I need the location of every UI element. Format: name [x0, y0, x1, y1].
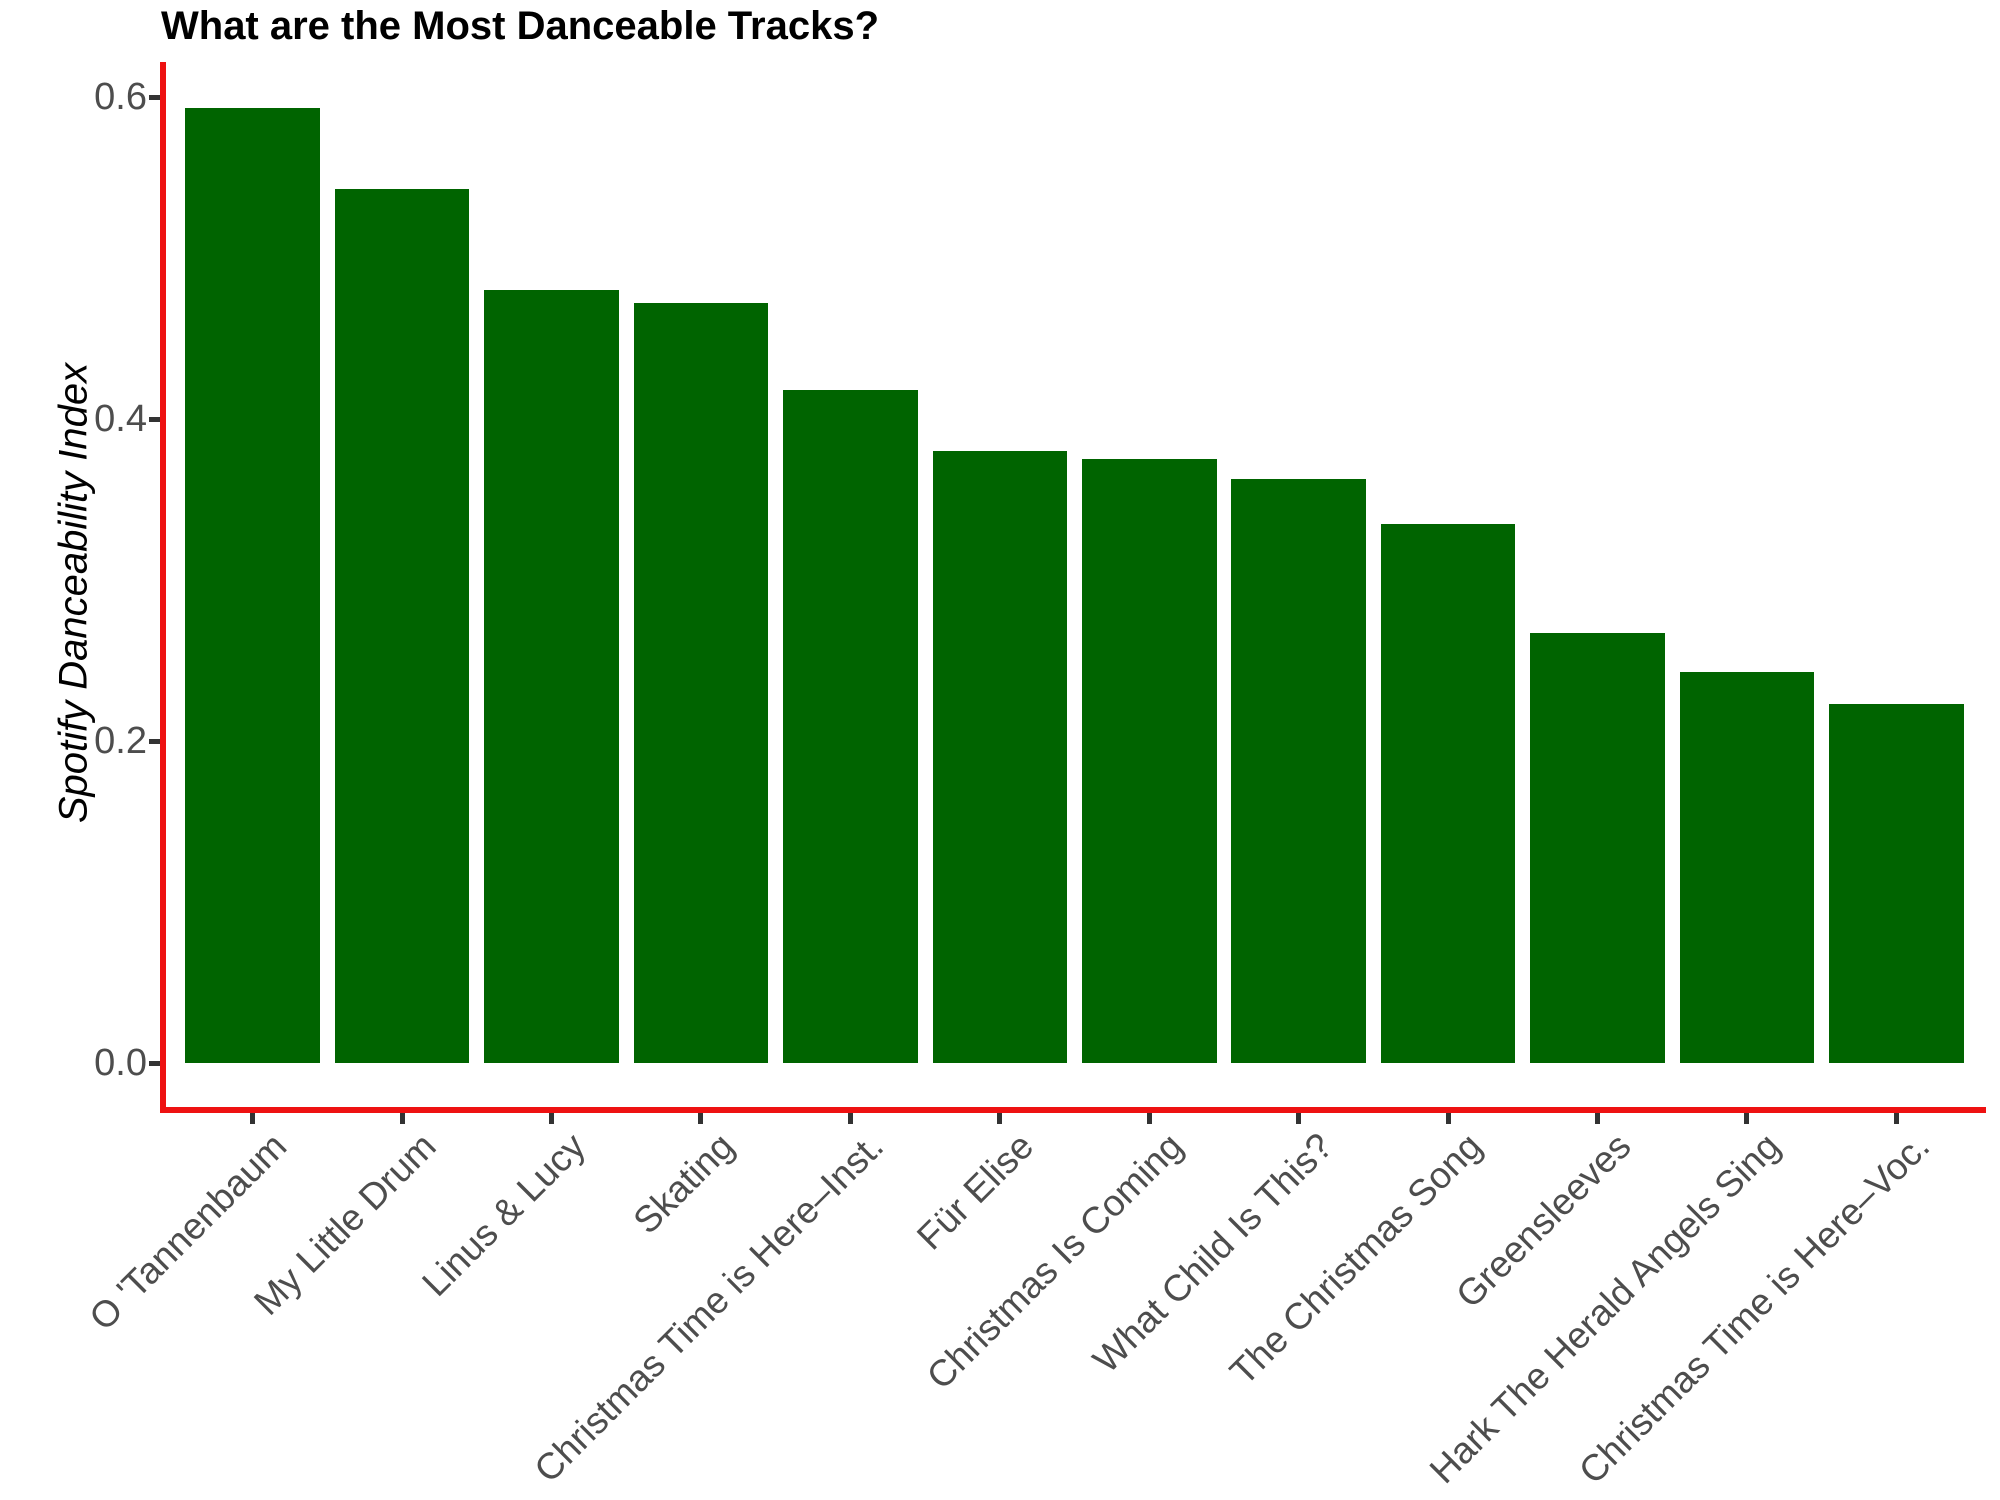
- x-tick-mark: [399, 1113, 405, 1124]
- x-tick-mark: [1595, 1113, 1600, 1124]
- x-tick-mark: [847, 1113, 853, 1124]
- bar: [783, 390, 918, 1063]
- y-axis-line: [160, 62, 166, 1113]
- bar: [1530, 633, 1665, 1063]
- x-tick-mark: [549, 1113, 554, 1124]
- x-tick-mark: [250, 1113, 256, 1124]
- bar: [1231, 478, 1366, 1063]
- bar: [484, 290, 619, 1063]
- bar: [1679, 671, 1815, 1063]
- y-tick-mark: [149, 416, 160, 422]
- x-tick-mark: [1744, 1113, 1750, 1124]
- y-tick-label: 0.0: [94, 1042, 147, 1084]
- y-tick-label: 0.2: [94, 720, 147, 762]
- bar: [1380, 523, 1516, 1063]
- y-tick-label: 0.4: [94, 398, 147, 440]
- x-tick-label: The Christmas Song: [1221, 1125, 1490, 1393]
- x-tick-mark: [1445, 1113, 1451, 1124]
- bar: [1829, 704, 1964, 1063]
- bar: [633, 303, 769, 1063]
- y-tick-mark: [149, 738, 160, 744]
- y-tick-mark: [149, 1060, 160, 1066]
- x-tick-mark: [1296, 1113, 1302, 1124]
- x-tick-mark: [997, 1113, 1003, 1124]
- x-tick-label: Skating: [625, 1125, 743, 1242]
- chart-title: What are the Most Danceable Tracks?: [161, 4, 880, 48]
- bar: [932, 451, 1067, 1063]
- x-tick-mark: [698, 1113, 704, 1124]
- x-tick-label: Für Elise: [908, 1125, 1042, 1258]
- x-axis-line: [160, 1107, 1986, 1113]
- bar: [334, 188, 470, 1063]
- bar: [185, 108, 320, 1063]
- x-tick-label: Christmas Is Coming: [918, 1125, 1191, 1398]
- y-tick-label: 0.6: [94, 76, 147, 118]
- bar: [1082, 459, 1217, 1064]
- y-tick-mark: [149, 94, 160, 100]
- x-tick-mark: [1893, 1113, 1899, 1124]
- x-tick-mark: [1146, 1113, 1152, 1124]
